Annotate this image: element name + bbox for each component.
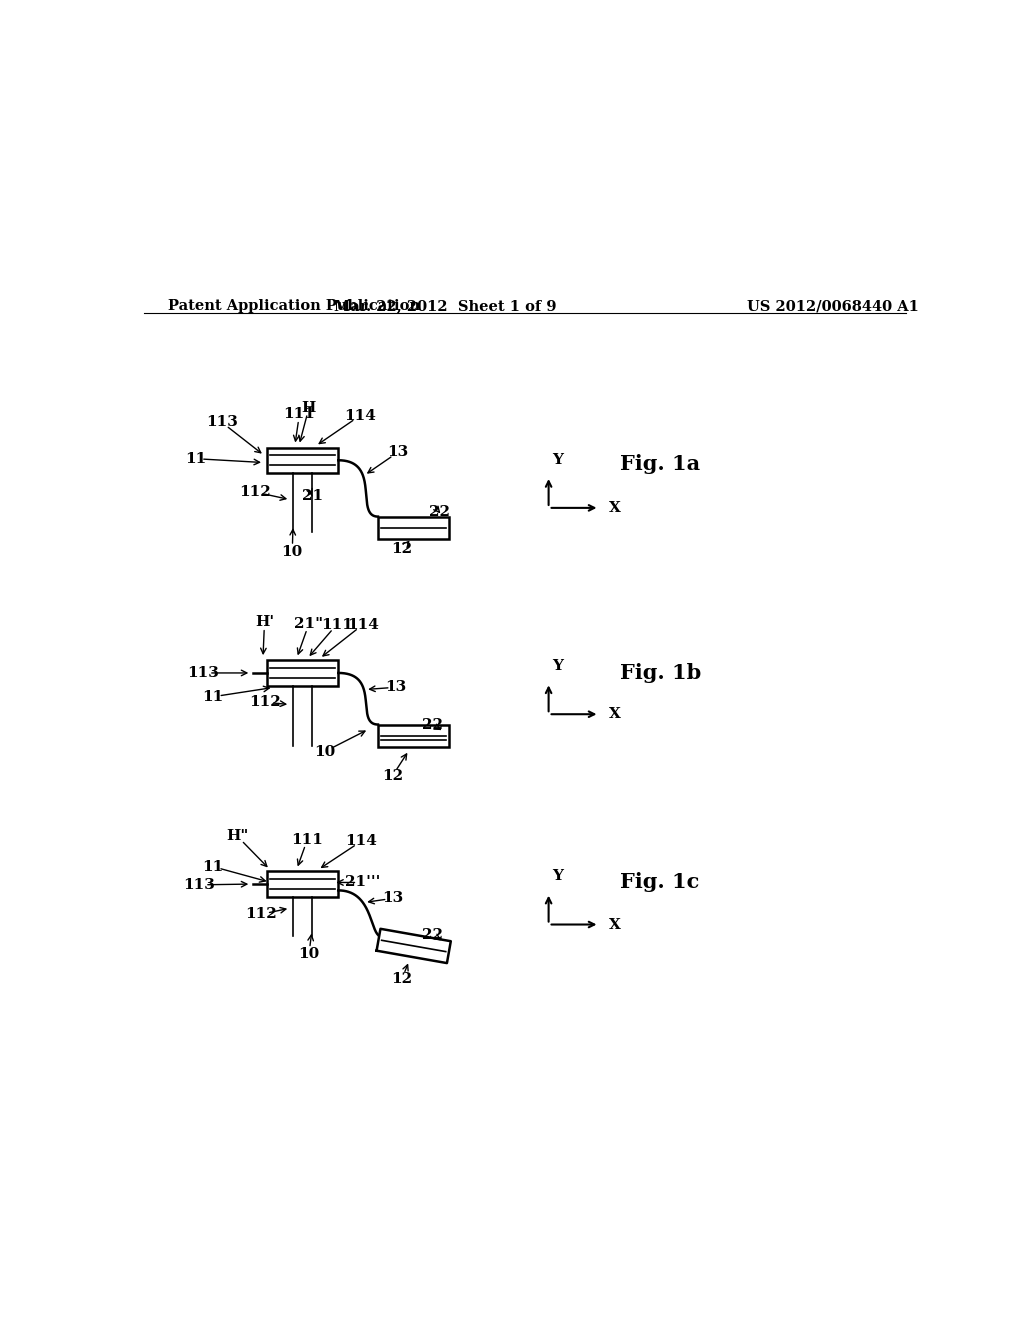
Text: Mar. 22, 2012  Sheet 1 of 9: Mar. 22, 2012 Sheet 1 of 9 bbox=[334, 300, 557, 313]
Text: H: H bbox=[302, 401, 316, 414]
Text: US 2012/0068440 A1: US 2012/0068440 A1 bbox=[748, 300, 919, 313]
Text: 22: 22 bbox=[422, 928, 443, 942]
Text: 13: 13 bbox=[382, 891, 403, 906]
Text: 11: 11 bbox=[203, 859, 223, 874]
Bar bbox=[378, 516, 450, 539]
Text: 111: 111 bbox=[321, 618, 352, 631]
Text: 13: 13 bbox=[386, 680, 407, 694]
Text: 22: 22 bbox=[429, 504, 450, 519]
Text: 114: 114 bbox=[344, 409, 376, 422]
Text: 112: 112 bbox=[246, 907, 278, 921]
Text: 11: 11 bbox=[184, 451, 206, 466]
Text: Y: Y bbox=[552, 659, 563, 673]
Text: 114: 114 bbox=[345, 834, 377, 849]
Text: 111: 111 bbox=[292, 833, 324, 846]
Text: 22: 22 bbox=[422, 718, 443, 733]
Text: 12: 12 bbox=[391, 543, 413, 556]
Text: Fig. 1b: Fig. 1b bbox=[620, 663, 701, 682]
Text: 112: 112 bbox=[239, 484, 271, 499]
Text: 113: 113 bbox=[183, 878, 215, 892]
Text: Patent Application Publication: Patent Application Publication bbox=[168, 300, 420, 313]
Text: 21: 21 bbox=[301, 488, 323, 503]
Text: 10: 10 bbox=[314, 744, 336, 759]
Text: Fig. 1c: Fig. 1c bbox=[620, 873, 699, 892]
Text: 21": 21" bbox=[294, 616, 324, 631]
Bar bbox=[267, 660, 338, 685]
Text: Y: Y bbox=[552, 870, 563, 883]
Text: 13: 13 bbox=[387, 445, 409, 459]
Text: 113: 113 bbox=[187, 667, 219, 680]
Text: X: X bbox=[609, 708, 621, 721]
Text: X: X bbox=[609, 917, 621, 932]
Text: H": H" bbox=[226, 829, 249, 843]
Bar bbox=[267, 447, 338, 473]
Text: 12: 12 bbox=[382, 770, 402, 783]
Text: 114: 114 bbox=[347, 618, 379, 631]
Text: X: X bbox=[609, 500, 621, 515]
Text: 12: 12 bbox=[391, 973, 413, 986]
Text: 113: 113 bbox=[206, 416, 238, 429]
Text: 10: 10 bbox=[298, 946, 319, 961]
Text: 112: 112 bbox=[250, 696, 282, 709]
Text: Y: Y bbox=[552, 453, 563, 466]
Text: 10: 10 bbox=[282, 545, 303, 558]
Text: H': H' bbox=[255, 615, 274, 630]
Text: Fig. 1a: Fig. 1a bbox=[620, 454, 700, 474]
Bar bbox=[378, 725, 450, 747]
Bar bbox=[267, 871, 338, 896]
Text: 11: 11 bbox=[203, 690, 223, 704]
Text: 21''': 21''' bbox=[345, 875, 381, 890]
Text: 111: 111 bbox=[284, 408, 315, 421]
